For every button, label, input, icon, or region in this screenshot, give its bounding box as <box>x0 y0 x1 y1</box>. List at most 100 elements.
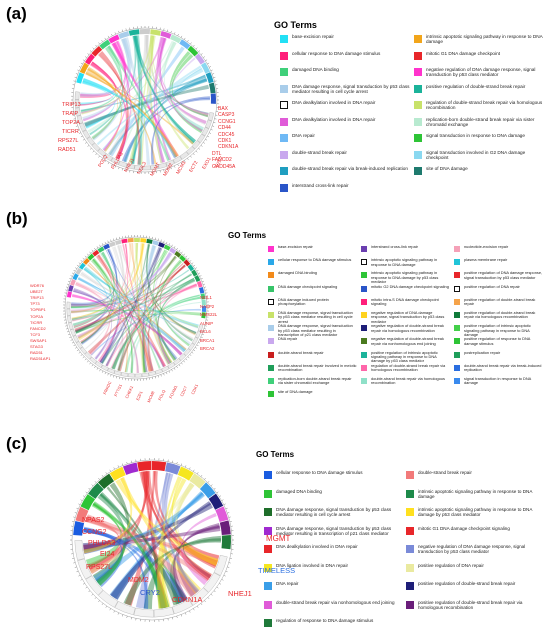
legend-label: base-excision repair <box>278 244 313 249</box>
gene-arc <box>153 606 175 618</box>
axis-tick <box>89 148 92 150</box>
chord-ribbon <box>115 479 219 567</box>
axis-tick <box>87 53 90 55</box>
axis-tick <box>225 507 228 510</box>
legend-swatch <box>268 298 274 305</box>
gene-arc <box>66 308 71 316</box>
chord-ribbon <box>105 247 162 367</box>
term-arc <box>169 247 177 254</box>
chord-ribbon <box>171 53 209 118</box>
axis-tick <box>101 40 103 42</box>
chord-ribbon <box>153 37 167 163</box>
legend-label: cellular response to DNA damage stimulus <box>276 470 363 475</box>
gene-label: MDM2 <box>128 577 149 584</box>
chord-ribbon <box>93 492 205 584</box>
axis-tick <box>105 472 108 475</box>
term-arc <box>84 53 95 65</box>
axis-tick <box>89 50 92 52</box>
legend-label: positive regulation of double-strand bre… <box>464 296 536 307</box>
legend-label: nucleotide-excision repair <box>464 244 509 249</box>
gene-label: CDKN1A <box>172 595 203 604</box>
gene-arc <box>167 362 176 369</box>
term-arc <box>208 82 216 94</box>
axis-tick <box>69 336 72 338</box>
gene-label: CDK1 <box>218 138 232 144</box>
chord-ribbon <box>157 283 198 365</box>
legend-label: double-strand break repair via break-ind… <box>292 166 408 171</box>
axis-tick <box>225 570 228 573</box>
chord-ribbon <box>145 35 164 164</box>
legend-swatch <box>268 259 274 266</box>
axis-tick <box>95 153 97 156</box>
legend-swatch <box>361 312 367 318</box>
legend-label: regulation of double-strand break repair… <box>371 362 446 373</box>
axis-tick <box>126 461 128 464</box>
chord-ribbon <box>116 42 177 160</box>
axis-tick <box>189 610 191 613</box>
legend-label: positive regulation of intrinsic apoptot… <box>371 349 438 364</box>
chord-ribbon <box>154 471 220 562</box>
term-arc <box>199 482 216 499</box>
gene-arc <box>86 136 95 146</box>
chord-ribbon <box>169 538 221 605</box>
chord-ribbon <box>80 38 130 97</box>
axis-tick <box>74 76 77 78</box>
axis-tick <box>125 169 127 172</box>
legend-label: cellular response to DNA damage stimulus <box>292 50 381 56</box>
gene-label: TRAIP <box>62 111 79 117</box>
axis-tick <box>199 275 202 277</box>
axis-tick <box>213 590 216 593</box>
gene-arc <box>148 371 156 377</box>
legend-label: mitotic G2 DNA damage checkpoint signali… <box>371 283 449 289</box>
axis-tick <box>193 44 195 47</box>
chord-ribbon <box>99 493 188 602</box>
legend-item: nucleotide-excision repair <box>454 244 543 252</box>
gene-arc <box>172 599 193 615</box>
legend-item: double-strand break repair <box>406 470 544 479</box>
legend-swatch <box>268 364 274 371</box>
legend-item: cellular response to DNA damage stimulus <box>268 257 357 266</box>
axis-tick <box>75 125 78 127</box>
axis-tick <box>110 374 112 377</box>
chord-ribbon <box>176 483 218 566</box>
gene-arc <box>191 336 199 345</box>
legend-label: positive regulation of response to DNA d… <box>464 336 531 346</box>
legend-label: negative regulation of double-strand bre… <box>371 323 444 333</box>
legend-swatch <box>454 298 460 305</box>
legend-item: DNA dealkylation involved in DNA repair <box>280 100 410 109</box>
axis-tick <box>214 118 217 120</box>
gene-arc <box>74 540 85 561</box>
axis-tick <box>80 579 83 581</box>
axis-tick <box>196 472 199 475</box>
term-arc <box>179 39 191 50</box>
chord-ribbon <box>87 263 187 351</box>
axis-tick <box>166 241 168 244</box>
chord-ribbon <box>74 264 187 333</box>
chord-ribbon <box>96 68 204 146</box>
axis-tick <box>187 356 190 359</box>
chord-ribbon <box>171 477 219 566</box>
axis-tick <box>221 579 224 581</box>
term-arc <box>87 253 95 261</box>
axis-tick <box>168 243 170 246</box>
chord-ribbon <box>155 255 176 361</box>
gene-label: BCL6 <box>200 329 211 334</box>
axis-tick <box>173 246 176 249</box>
chord-ribbon <box>110 501 212 600</box>
legend-item: positive regulation of DNA repair <box>406 563 544 572</box>
axis-tick <box>71 342 74 344</box>
chord-ribbon <box>92 38 131 141</box>
legend-item: regulation of double-strand break repair… <box>361 362 450 373</box>
axis-tick <box>196 344 199 346</box>
gene-arc <box>142 165 151 171</box>
term-arc <box>79 62 89 74</box>
legend-label: DNA damage response, signal transduction… <box>276 525 392 536</box>
gene-label: UBE2T <box>30 289 43 295</box>
gene-label: SWSAP1 <box>30 337 47 343</box>
gene-label: AUNIP <box>200 320 214 326</box>
axis-tick <box>89 362 91 365</box>
axis-tick <box>111 164 113 167</box>
chord-ribbon <box>92 503 125 586</box>
legend-label: regulation of response to DNA damage sti… <box>276 618 374 623</box>
term-arc <box>92 249 100 257</box>
